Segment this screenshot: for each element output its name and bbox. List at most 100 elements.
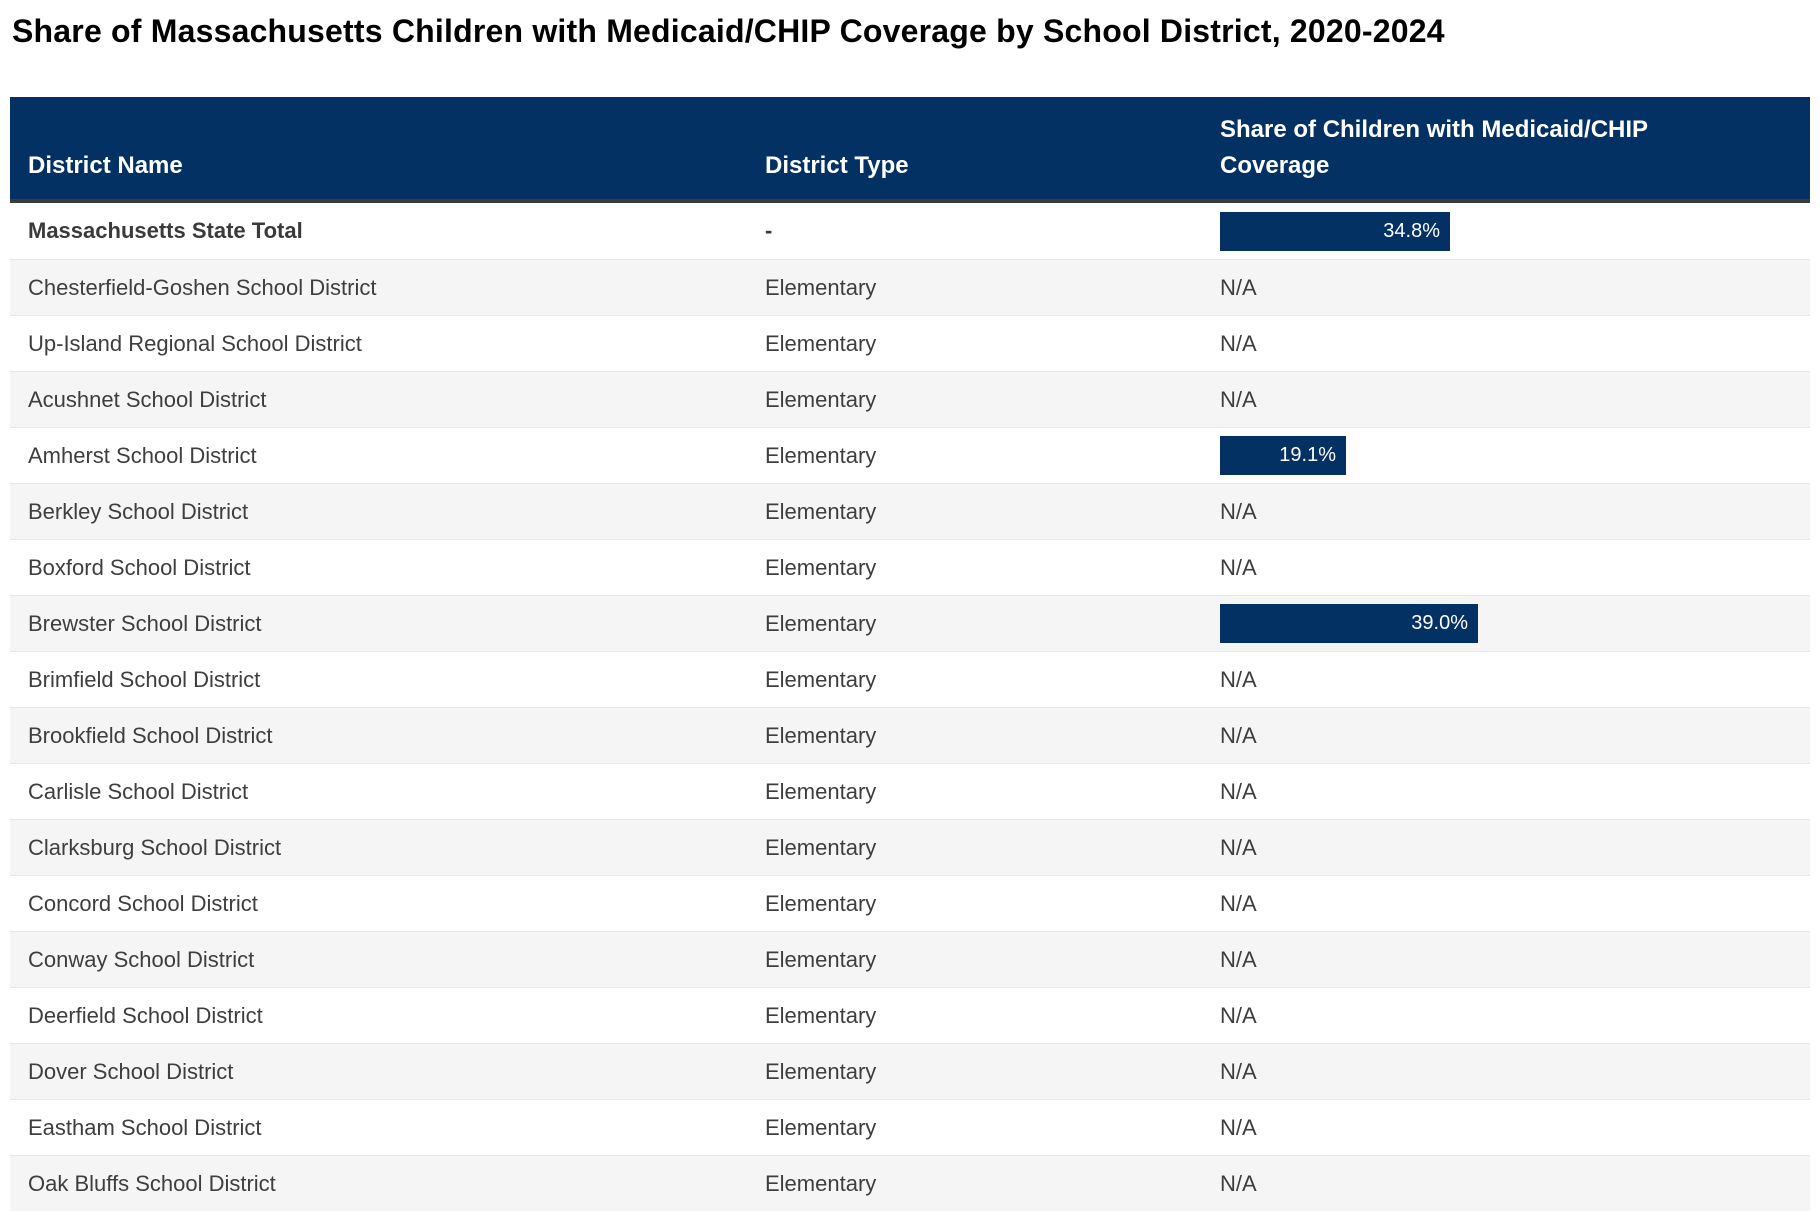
table-row: Massachusetts State Total - 34.8% <box>10 203 1810 259</box>
district-type-cell: - <box>765 218 773 243</box>
share-cell: N/A <box>1220 1059 1810 1085</box>
share-na-value: N/A <box>1220 1058 1257 1084</box>
district-type-cell: Elementary <box>765 834 877 860</box>
share-cell: N/A <box>1220 499 1810 525</box>
share-na-value: N/A <box>1220 890 1257 916</box>
coverage-table: District Name District Type Share of Chi… <box>10 97 1810 1211</box>
share-cell: N/A <box>1220 779 1810 805</box>
district-name-cell: Concord School District <box>28 890 258 916</box>
table-row: Chesterfield-Goshen School District Elem… <box>10 259 1810 315</box>
district-name-cell: Boxford School District <box>28 554 251 580</box>
share-na-value: N/A <box>1220 330 1257 356</box>
district-type-cell: Elementary <box>765 386 877 412</box>
district-name-cell: Massachusetts State Total <box>28 218 303 243</box>
column-header-district-name-label: District Name <box>28 152 183 179</box>
share-cell: N/A <box>1220 667 1810 693</box>
district-type-cell: Elementary <box>765 554 877 580</box>
district-name-cell: Oak Bluffs School District <box>28 1170 276 1196</box>
share-cell: N/A <box>1220 331 1810 357</box>
district-name-cell: Dover School District <box>28 1058 234 1084</box>
table-row: Brimfield School District Elementary N/A <box>10 651 1810 707</box>
table-row: Acushnet School District Elementary N/A <box>10 371 1810 427</box>
district-name-cell: Acushnet School District <box>28 386 267 412</box>
table-row: Eastham School District Elementary N/A <box>10 1099 1810 1155</box>
share-cell: N/A <box>1220 723 1810 749</box>
share-cell: N/A <box>1220 555 1810 581</box>
share-na-value: N/A <box>1220 498 1257 524</box>
district-type-cell: Elementary <box>765 722 877 748</box>
district-type-cell: Elementary <box>765 1114 877 1140</box>
table-row: Dover School District Elementary N/A <box>10 1043 1810 1099</box>
district-name-cell: Conway School District <box>28 946 255 972</box>
share-cell: N/A <box>1220 387 1810 413</box>
share-bar: 19.1% <box>1220 436 1346 475</box>
share-cell: N/A <box>1220 891 1810 917</box>
district-name-cell: Up-Island Regional School District <box>28 330 362 356</box>
share-na-value: N/A <box>1220 1002 1257 1028</box>
district-type-cell: Elementary <box>765 1058 877 1084</box>
column-header-district-type: District Type <box>765 148 1220 199</box>
share-na-value: N/A <box>1220 834 1257 860</box>
district-name-cell: Eastham School District <box>28 1114 262 1140</box>
district-type-cell: Elementary <box>765 274 877 300</box>
share-na-value: N/A <box>1220 1114 1257 1140</box>
district-name-cell: Deerfield School District <box>28 1002 263 1028</box>
district-type-cell: Elementary <box>765 778 877 804</box>
share-cell: 39.0% <box>1220 604 1810 643</box>
table-row: Berkley School District Elementary N/A <box>10 483 1810 539</box>
table-row: Brookfield School District Elementary N/… <box>10 707 1810 763</box>
district-type-cell: Elementary <box>765 666 877 692</box>
page-title: Share of Massachusetts Children with Med… <box>12 13 1445 49</box>
share-na-value: N/A <box>1220 722 1257 748</box>
share-na-value: N/A <box>1220 778 1257 804</box>
share-bar: 39.0% <box>1220 604 1478 643</box>
table-row: Amherst School District Elementary 19.1% <box>10 427 1810 483</box>
share-cell: 19.1% <box>1220 436 1810 475</box>
share-na-value: N/A <box>1220 386 1257 412</box>
share-bar: 34.8% <box>1220 211 1450 251</box>
table-row: Deerfield School District Elementary N/A <box>10 987 1810 1043</box>
share-cell: N/A <box>1220 947 1810 973</box>
share-cell: 34.8% <box>1220 211 1810 251</box>
district-name-cell: Chesterfield-Goshen School District <box>28 274 377 300</box>
district-name-cell: Berkley School District <box>28 498 249 524</box>
share-cell: N/A <box>1220 1171 1810 1197</box>
district-type-cell: Elementary <box>765 1002 877 1028</box>
district-type-cell: Elementary <box>765 330 877 356</box>
table-row: Concord School District Elementary N/A <box>10 875 1810 931</box>
share-cell: N/A <box>1220 1003 1810 1029</box>
share-cell: N/A <box>1220 1115 1810 1141</box>
share-na-value: N/A <box>1220 274 1257 300</box>
share-cell: N/A <box>1220 835 1810 861</box>
district-type-cell: Elementary <box>765 890 877 916</box>
table-row: Conway School District Elementary N/A <box>10 931 1810 987</box>
district-name-cell: Brewster School District <box>28 610 262 636</box>
district-name-cell: Carlisle School District <box>28 778 249 804</box>
district-type-cell: Elementary <box>765 1170 877 1196</box>
share-na-value: N/A <box>1220 666 1257 692</box>
district-name-cell: Clarksburg School District <box>28 834 282 860</box>
district-name-cell: Brimfield School District <box>28 666 261 692</box>
table-row: Oak Bluffs School District Elementary N/… <box>10 1155 1810 1211</box>
table-body: Massachusetts State Total - 34.8% Cheste… <box>10 203 1810 1211</box>
district-name-cell: Amherst School District <box>28 442 257 468</box>
table-row: Brewster School District Elementary 39.0… <box>10 595 1810 651</box>
table-row: Boxford School District Elementary N/A <box>10 539 1810 595</box>
column-header-district-type-label: District Type <box>765 152 909 179</box>
table-row: Carlisle School District Elementary N/A <box>10 763 1810 819</box>
share-cell: N/A <box>1220 275 1810 301</box>
district-type-cell: Elementary <box>765 946 877 972</box>
district-type-cell: Elementary <box>765 442 877 468</box>
district-name-cell: Brookfield School District <box>28 722 273 748</box>
share-na-value: N/A <box>1220 1170 1257 1196</box>
table-row: Up-Island Regional School District Eleme… <box>10 315 1810 371</box>
share-na-value: N/A <box>1220 946 1257 972</box>
share-na-value: N/A <box>1220 554 1257 580</box>
district-type-cell: Elementary <box>765 498 877 524</box>
column-header-share-label: Share of Children with Medicaid/CHIP Cov… <box>1220 116 1648 179</box>
district-type-cell: Elementary <box>765 610 877 636</box>
column-header-share: Share of Children with Medicaid/CHIP Cov… <box>1220 112 1810 199</box>
column-header-district-name: District Name <box>10 148 765 199</box>
table-header-row: District Name District Type Share of Chi… <box>10 97 1810 203</box>
table-row: Clarksburg School District Elementary N/… <box>10 819 1810 875</box>
